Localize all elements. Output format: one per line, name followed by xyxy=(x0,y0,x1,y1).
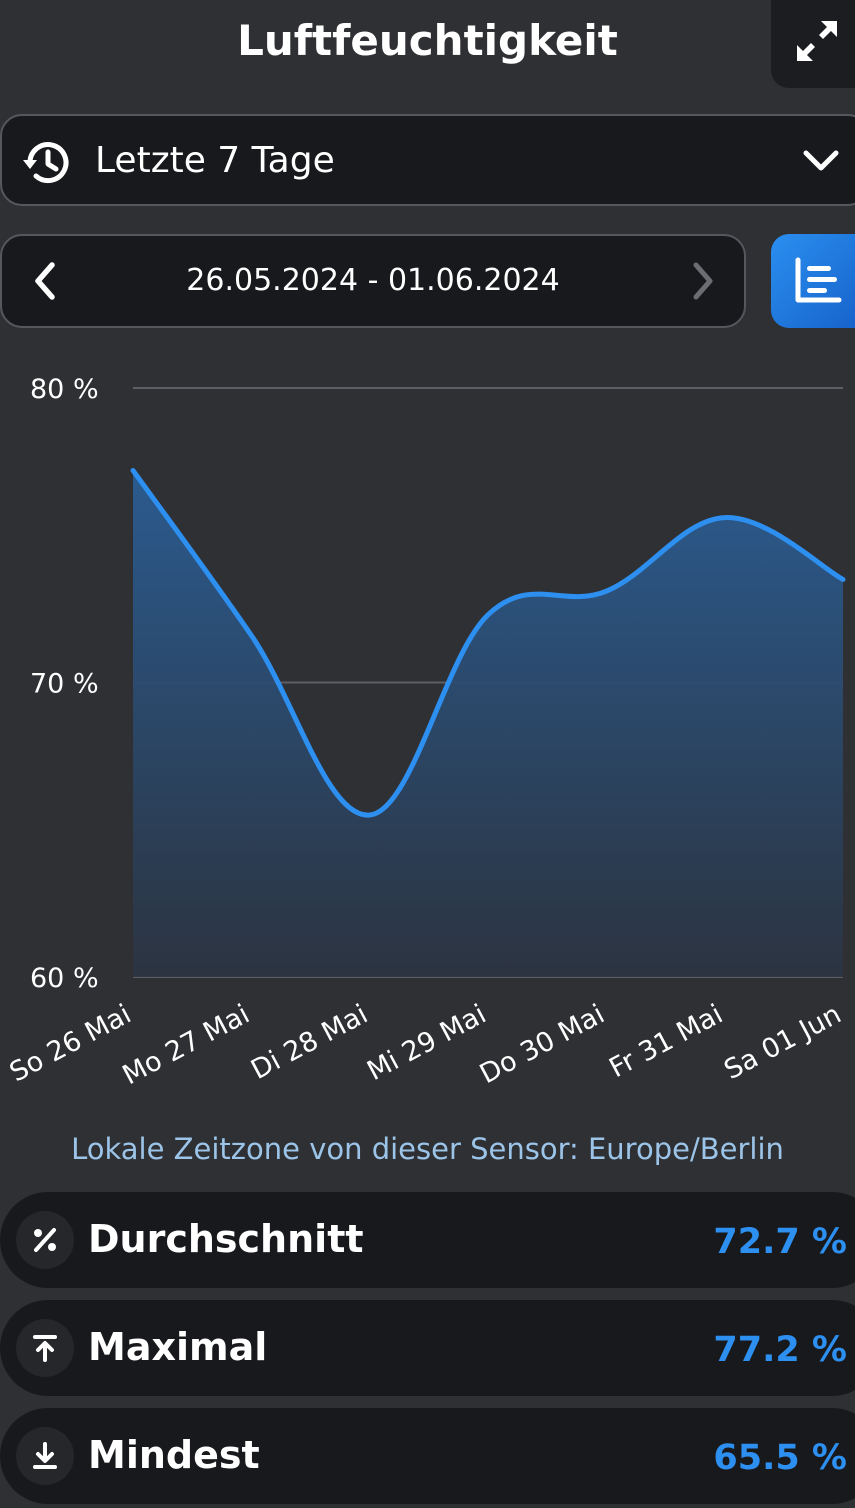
stat-value: 72.7 % xyxy=(713,1222,847,1262)
history-icon xyxy=(23,142,69,184)
x-tick-label: So 26 Mai xyxy=(5,999,137,1089)
stat-average: Durchschnitt 72.7 % xyxy=(0,1192,855,1288)
chevron-left-icon[interactable] xyxy=(28,260,62,302)
chart-series-line xyxy=(130,467,846,818)
stat-label: Durchschnitt xyxy=(88,1217,364,1261)
y-tick-label: 80 % xyxy=(30,374,99,405)
y-tick-label: 60 % xyxy=(30,963,99,994)
chevron-down-icon xyxy=(803,150,839,171)
arrow-down-to-line-icon xyxy=(33,1442,57,1469)
stat-value: 65.5 % xyxy=(713,1438,847,1478)
expand-arrows-icon xyxy=(797,21,837,61)
timezone-note: Lokale Zeitzone von dieser Sensor: Europ… xyxy=(71,1132,784,1166)
chart-area-fill xyxy=(133,470,843,977)
bar-chart-icon xyxy=(795,257,842,303)
stat-maximum: Maximal 77.2 % xyxy=(0,1300,855,1396)
chart-view-toggle[interactable] xyxy=(771,234,855,328)
y-tick-label: 70 % xyxy=(30,669,99,700)
date-range-navigator: 26.05.2024 - 01.06.2024 xyxy=(0,234,746,328)
time-range-dropdown[interactable]: Letzte 7 Tage xyxy=(0,114,855,206)
percent-icon xyxy=(34,1228,56,1252)
date-range-text: 26.05.2024 - 01.06.2024 xyxy=(186,263,560,298)
stat-label: Mindest xyxy=(88,1433,260,1477)
x-tick-label: Fr 31 Mai xyxy=(604,999,728,1084)
x-tick-label: Di 28 Mai xyxy=(246,999,373,1086)
x-tick-label: Do 30 Mai xyxy=(475,999,610,1090)
arrow-up-to-line-icon xyxy=(33,1335,57,1362)
stat-minimum: Mindest 65.5 % xyxy=(0,1408,855,1504)
stat-value: 77.2 % xyxy=(713,1330,847,1370)
x-tick-label: Mi 29 Mai xyxy=(362,999,491,1087)
x-tick-label: Sa 01 Jun xyxy=(719,999,846,1086)
stat-label: Maximal xyxy=(88,1325,268,1369)
page-title: Luftfeuchtigkeit xyxy=(237,16,618,65)
x-tick-label: Mo 27 Mai xyxy=(118,999,255,1091)
expand-button[interactable] xyxy=(771,0,855,88)
chevron-right-icon[interactable] xyxy=(686,260,720,302)
time-range-label: Letzte 7 Tage xyxy=(95,140,335,181)
